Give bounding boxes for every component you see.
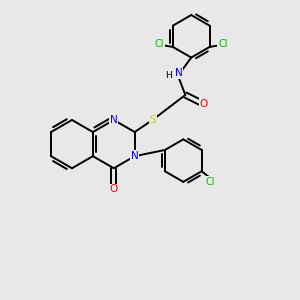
Text: N: N <box>131 151 139 161</box>
Text: O: O <box>200 99 208 109</box>
Text: Cl: Cl <box>155 39 164 49</box>
Text: N: N <box>175 68 182 78</box>
Text: S: S <box>150 115 156 125</box>
Text: H: H <box>165 71 172 80</box>
Text: Cl: Cl <box>218 39 228 49</box>
Text: Cl: Cl <box>206 176 215 187</box>
Text: N: N <box>110 115 118 125</box>
Text: O: O <box>110 184 118 194</box>
